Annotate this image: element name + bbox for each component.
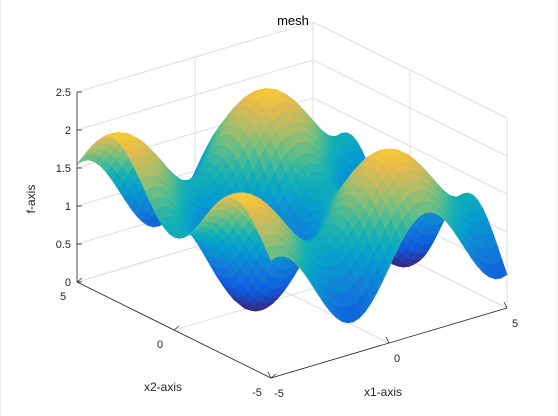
chart-title: mesh xyxy=(277,13,309,28)
y-tick xyxy=(173,325,180,331)
z-tick-label: 0.5 xyxy=(56,239,71,251)
surface-patch xyxy=(265,245,278,261)
z-tick-label: 0 xyxy=(65,277,71,289)
x-axis-label: x1-axis xyxy=(364,385,402,399)
surface-mesh xyxy=(76,88,508,324)
grid-line-z xyxy=(76,59,508,157)
z-tick-label: 2 xyxy=(65,125,71,137)
z-axis-label: f-axis xyxy=(24,185,38,214)
y-tick xyxy=(270,373,277,379)
x-tick xyxy=(503,301,508,309)
z-tick-label: 1 xyxy=(65,201,71,213)
y-tick-label: 0 xyxy=(157,339,163,351)
y-tick-label: 5 xyxy=(60,291,66,303)
x-tick-label: 0 xyxy=(394,353,400,365)
z-tick-label: 1.5 xyxy=(56,163,71,175)
y-axis-label: x2-axis xyxy=(144,380,182,394)
x-tick-label: -5 xyxy=(274,388,284,400)
y-tick-label: -5 xyxy=(252,387,262,399)
grid-line-z xyxy=(76,97,508,195)
grid-line-z xyxy=(76,21,508,119)
z-tick-label: 2.5 xyxy=(56,87,71,99)
axis-ticks: -5 0 5 -5 0 5 0 0.5 1 1.5 2 2.5 xyxy=(56,87,518,400)
y-tick xyxy=(76,277,83,283)
x-tick-label: 5 xyxy=(512,318,518,330)
x-tick xyxy=(385,336,390,344)
x-tick xyxy=(267,371,272,379)
